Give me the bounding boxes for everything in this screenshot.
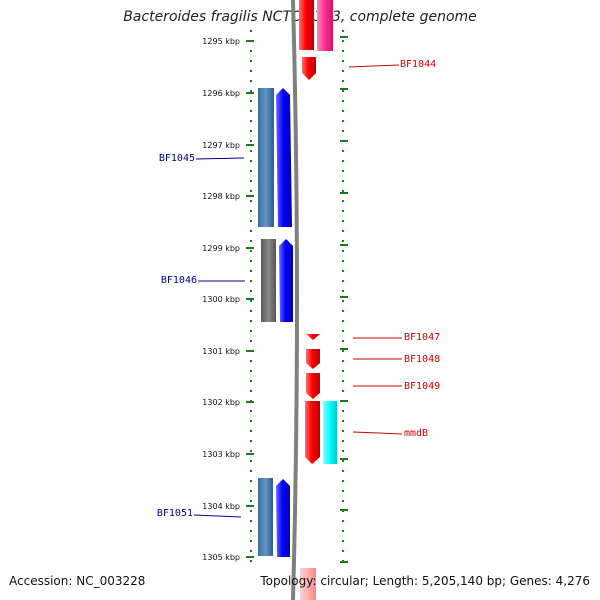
cds-arrow-bf1047[interactable]: [306, 334, 320, 340]
tick-label: 1297 kbp: [202, 141, 240, 150]
tick-label: 1295 kbp: [202, 37, 240, 46]
tick-label: 1296 kbp: [202, 89, 240, 98]
cds-arrow-bf1045[interactable]: [276, 88, 292, 227]
tick-label: 1304 kbp: [202, 502, 240, 511]
cds-bar-top[interactable]: [299, 0, 314, 50]
left-label-leaders: [193, 157, 245, 518]
feature-bar-bottom[interactable]: [300, 568, 316, 600]
feature-bar-steelblue[interactable]: [258, 478, 273, 556]
right-label-leaders: [348, 64, 403, 435]
gene-bar-top[interactable]: [317, 0, 333, 51]
feature-bar-gray[interactable]: [261, 239, 276, 322]
label-bf1046[interactable]: BF1046: [161, 275, 197, 286]
tick-label: 1300 kbp: [202, 295, 240, 304]
label-bf1044[interactable]: BF1044: [400, 59, 436, 70]
tick-label: 1301 kbp: [202, 347, 240, 356]
cds-arrow-bf1044[interactable]: [302, 57, 316, 80]
label-bf1047[interactable]: BF1047: [404, 332, 440, 343]
cds-arrow-mmdb[interactable]: [305, 401, 320, 464]
feature-bar-cyan[interactable]: [323, 401, 337, 464]
label-mmdb[interactable]: mmdB: [404, 428, 428, 439]
label-bf1049[interactable]: BF1049: [404, 381, 440, 392]
ruler-major-ticks: [246, 36, 348, 563]
tick-label: 1299 kbp: [202, 244, 240, 253]
label-bf1048[interactable]: BF1048: [404, 354, 440, 365]
cds-arrow-bf1051[interactable]: [276, 479, 290, 557]
tick-label: 1303 kbp: [202, 450, 240, 459]
tick-label: 1298 kbp: [202, 192, 240, 201]
label-bf1051[interactable]: BF1051: [157, 508, 193, 519]
genome-summary-text: Topology: circular; Length: 5,205,140 bp…: [260, 574, 590, 588]
accession-text: Accession: NC_003228: [9, 574, 146, 588]
genome-backbone: [291, 0, 299, 600]
cds-arrow-bf1049[interactable]: [306, 373, 320, 399]
cds-arrow-bf1046[interactable]: [279, 239, 293, 322]
feature-bar-steelblue[interactable]: [258, 88, 274, 227]
tick-label: 1302 kbp: [202, 398, 240, 407]
ruler-tick-labels: 1295 kbp 1296 kbp 1297 kbp 1298 kbp 1299…: [202, 37, 240, 562]
label-bf1045[interactable]: BF1045: [159, 153, 195, 164]
tick-label: 1305 kbp: [202, 553, 240, 562]
cds-arrow-bf1048[interactable]: [306, 349, 320, 369]
